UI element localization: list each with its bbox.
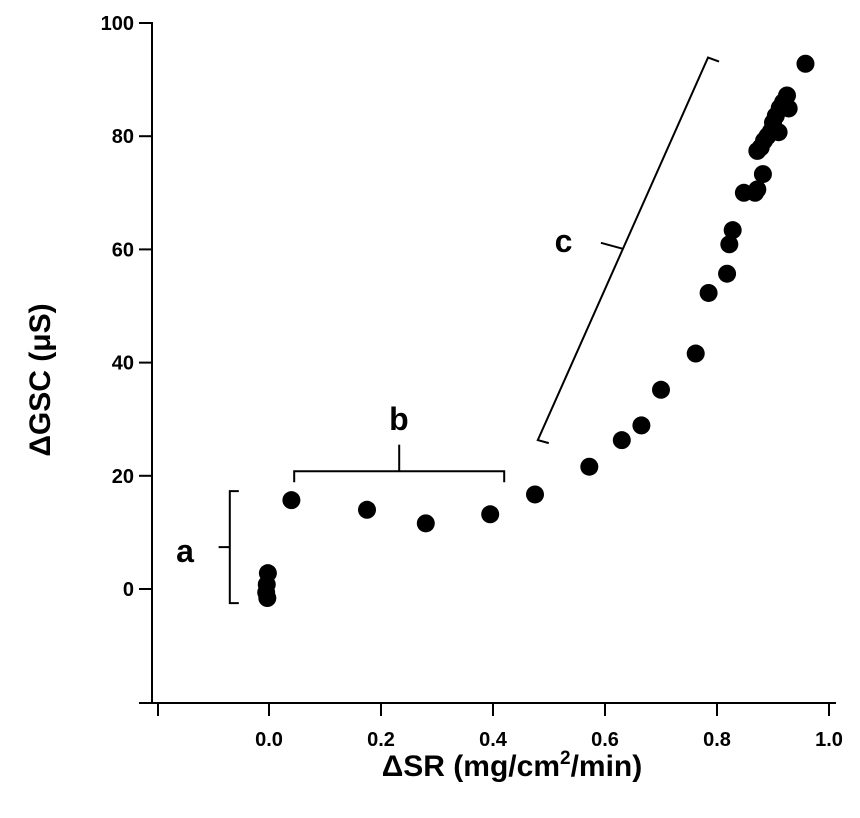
data-point [580,457,599,476]
data-point [723,221,742,240]
x-axis-title-superscript: 2 [560,748,571,769]
data-points [257,54,815,608]
data-point [416,514,435,533]
annotation-label-b: b [389,401,409,437]
data-point [481,505,500,524]
annotation-a: a [176,490,239,605]
data-point [699,283,718,302]
x-tick-label: 0.2 [367,729,395,751]
x-axis-title-suffix: /min) [571,750,643,783]
data-point [720,235,739,254]
y-axis-title: ΔGSC (μS) [24,303,57,456]
axes [151,22,836,704]
annotation-b: b [293,401,506,483]
data-point [686,344,705,363]
x-tick-label: 0.4 [479,729,508,751]
x-tick-label: 1.0 [815,729,843,751]
data-point [612,431,631,450]
annotation-c: c [536,56,720,445]
bracket-c-stem [600,241,624,250]
data-point [258,589,277,608]
y-axis-ticks: 0 20 40 60 80 100 [101,13,152,704]
y-tick-label: 20 [112,466,134,488]
x-tick-label: 0.0 [255,729,283,751]
bracket-a [228,490,239,605]
annotation-label-c: c [555,223,573,259]
y-tick-label: 40 [112,353,134,375]
x-axis-title-main: ΔSR (mg/cm [382,750,560,783]
x-tick-label: 0.6 [591,729,619,751]
y-tick-label: 0 [123,579,134,601]
data-point [718,264,737,283]
bracket-b [293,470,506,483]
data-point [753,165,772,184]
annotations: a b c [176,56,720,605]
x-axis-title: ΔSR (mg/cm2/min) [382,748,643,783]
data-point [632,416,651,435]
data-point [779,99,798,118]
x-axis-ticks: 0.0 0.2 0.4 0.6 0.8 1.0 [157,703,843,751]
data-point [652,380,670,399]
y-tick-label: 100 [101,13,134,35]
x-tick-label: 0.8 [703,729,731,751]
data-point [526,485,544,504]
data-point [282,491,301,510]
data-point [358,500,376,519]
y-tick-label: 60 [112,239,134,261]
data-point [748,180,767,199]
y-tick-label: 80 [112,126,134,148]
annotation-label-a: a [176,533,194,569]
data-point [796,54,815,73]
